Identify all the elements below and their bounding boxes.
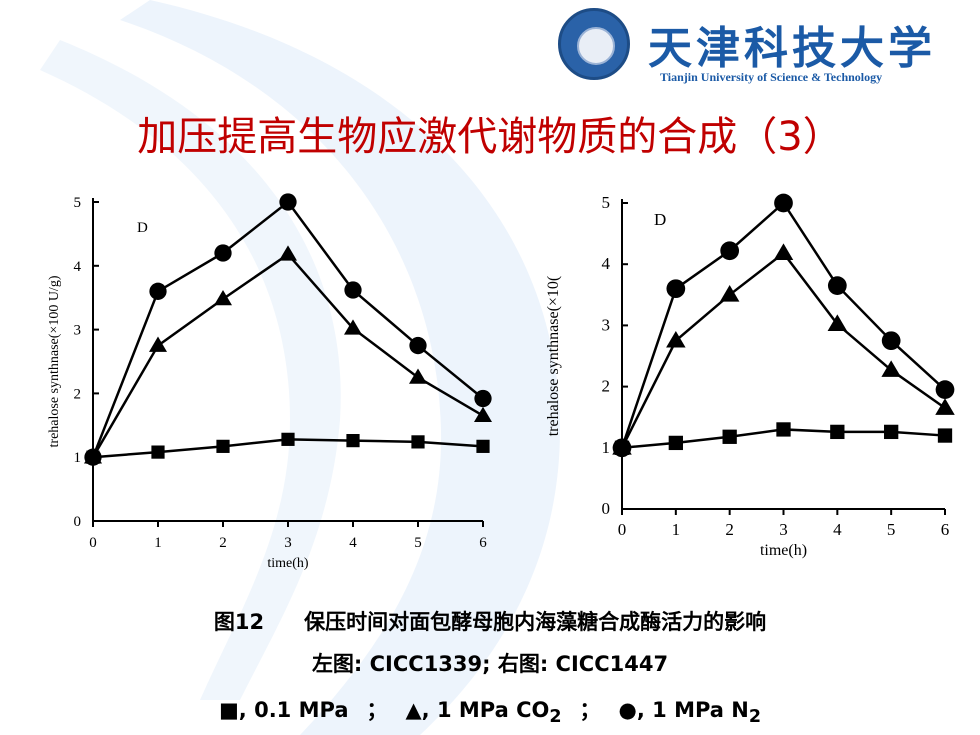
point-square <box>346 434 360 448</box>
legend-item: ●, 1 MPa N2 <box>618 698 762 728</box>
university-name-en: Tianjin University of Science & Technolo… <box>660 70 883 84</box>
point-square <box>476 439 490 453</box>
x-tick-label: 3 <box>284 535 292 551</box>
series-line-triangle <box>91 252 484 458</box>
figure-number: 图12 <box>213 610 265 634</box>
slide-title: 加压提高生物应激代谢物质的合成（3） <box>137 114 843 160</box>
point-square <box>151 445 165 459</box>
point-square <box>411 435 425 449</box>
x-tick-label: 5 <box>414 535 422 551</box>
y-axis-label: trehalose synthnase(×10( <box>545 276 562 437</box>
point-square <box>884 424 899 440</box>
point-triangle <box>149 336 167 352</box>
y-tick-label: 5 <box>74 195 82 211</box>
y-tick-label: 0 <box>602 499 611 518</box>
point-square <box>86 450 100 464</box>
series-line-circle <box>91 200 484 458</box>
point-triangle <box>719 285 740 302</box>
y-tick-label: 5 <box>602 193 611 212</box>
y-tick-label: 3 <box>602 315 611 334</box>
point-square <box>776 422 791 437</box>
x-axis-label: time(h) <box>267 556 309 571</box>
point-square <box>281 432 295 446</box>
x-tick-label: 6 <box>941 520 950 539</box>
legend-separator: ； <box>366 698 388 722</box>
point-triangle <box>409 368 427 384</box>
y-tick-label: 1 <box>602 438 611 457</box>
y-tick-label: 3 <box>74 323 82 339</box>
y-tick-label: 1 <box>74 450 82 466</box>
series-line-circle <box>620 201 946 449</box>
x-tick-label: 4 <box>833 520 842 539</box>
point-square <box>216 439 230 453</box>
point-circle <box>935 380 955 400</box>
figure-caption: 图12 保压时间对面包酵母胞内海藻糖合成酶活力的影响 <box>0 606 980 636</box>
point-triangle <box>881 360 901 377</box>
point-square <box>722 429 737 444</box>
point-square <box>937 428 953 443</box>
y-tick-label: 4 <box>602 254 611 273</box>
point-triangle <box>773 243 794 261</box>
point-circle <box>409 336 427 355</box>
x-axis-label: time(h) <box>760 542 807 559</box>
university-seal-icon <box>558 8 630 80</box>
x-tick-label: 0 <box>89 535 97 551</box>
point-square <box>614 440 630 455</box>
panel-label: D <box>137 220 148 236</box>
legend-subscript: 2 <box>748 707 762 728</box>
point-square <box>668 435 683 451</box>
header: 天津科技大学 Tianjin University of Science & T… <box>0 0 980 100</box>
point-circle <box>214 244 232 262</box>
point-triangle <box>474 406 492 423</box>
y-tick-label: 4 <box>74 259 82 275</box>
point-circle <box>149 282 167 300</box>
x-tick-label: 1 <box>672 520 681 539</box>
x-tick-label: 0 <box>618 520 627 539</box>
legend-caption: ■, 0.1 MPa ； ▲, 1 MPa CO2 ； ●, 1 MPa N2 <box>0 694 980 727</box>
point-triangle <box>935 398 955 415</box>
legend-separator: ； <box>579 698 601 722</box>
point-circle <box>881 331 901 351</box>
x-tick-label: 3 <box>779 520 788 539</box>
chart-left: 0 1 2 3 4 5 0 1 2 3 4 5 6 time(h) trehalose synthnase(… <box>40 188 500 592</box>
point-triangle <box>214 289 232 306</box>
x-tick-label: 1 <box>154 535 162 551</box>
legend-subscript: 2 <box>549 707 562 728</box>
point-circle <box>774 193 793 213</box>
point-circle <box>279 193 297 211</box>
point-triangle <box>666 330 686 348</box>
x-tick-label: 5 <box>887 520 896 539</box>
point-circle <box>827 276 847 295</box>
chart-right-svg: 0 1 2 3 4 5 0 1 2 3 4 5 6 time(h) trehalose synthnase(… <box>545 193 955 559</box>
y-tick-label: 2 <box>602 377 611 396</box>
x-tick-label: 6 <box>479 535 487 551</box>
panel-label: D <box>654 210 666 229</box>
point-square <box>830 424 845 440</box>
point-triangle <box>827 314 848 332</box>
legend-item: ■, 0.1 MPa <box>218 698 349 722</box>
point-circle <box>720 241 740 261</box>
chart-right: 0 1 2 3 4 5 0 1 2 3 4 5 6 time(h) trehalose synthnase(… <box>540 188 960 592</box>
point-circle <box>666 279 686 299</box>
x-tick-label: 2 <box>725 520 734 539</box>
x-tick-label: 4 <box>349 535 357 551</box>
chart-left-svg: 0 1 2 3 4 5 0 1 2 3 4 5 6 time(h) trehalose synthnase(… <box>47 193 492 571</box>
y-tick-label: 0 <box>74 514 82 530</box>
university-name-cn: 天津科技大学 <box>648 23 936 74</box>
point-circle <box>344 281 362 299</box>
point-triangle <box>344 319 362 335</box>
figure-caption-text: 保压时间对面包酵母胞内海藻糖合成酶活力的影响 <box>304 610 767 634</box>
y-tick-label: 2 <box>74 386 82 402</box>
x-tick-label: 2 <box>219 535 227 551</box>
point-triangle <box>279 245 297 261</box>
legend-item: ▲, 1 MPa CO2 <box>405 698 562 728</box>
point-circle <box>474 389 492 408</box>
strain-caption: 左图: CICC1339; 右图: CICC1447 <box>311 652 669 676</box>
y-axis-label: trehalose synthnase(×100 U/g) <box>47 275 62 447</box>
